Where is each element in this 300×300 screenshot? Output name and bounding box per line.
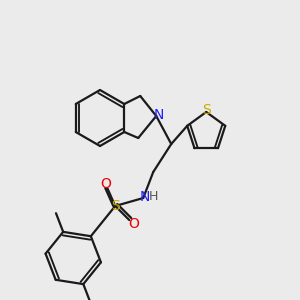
Text: H: H — [148, 190, 158, 203]
Text: S: S — [202, 103, 211, 117]
Text: O: O — [128, 217, 139, 231]
Text: N: N — [140, 190, 150, 204]
Text: O: O — [100, 177, 111, 191]
Text: N: N — [154, 108, 164, 122]
Text: S: S — [111, 199, 120, 213]
